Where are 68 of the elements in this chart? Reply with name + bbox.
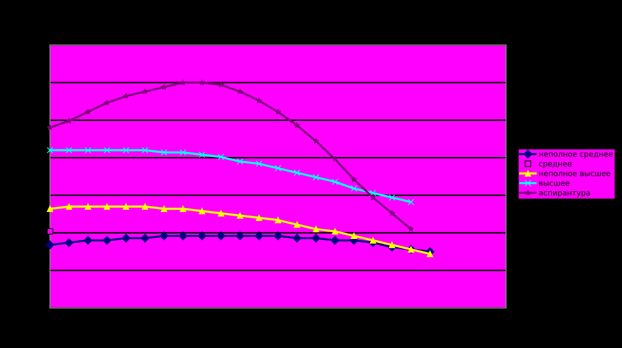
point xyxy=(142,147,148,154)
point xyxy=(160,149,168,156)
point xyxy=(370,237,376,244)
point xyxy=(46,228,54,235)
point xyxy=(388,242,396,248)
point xyxy=(256,214,262,222)
point xyxy=(66,203,72,210)
point xyxy=(84,147,92,154)
point xyxy=(312,174,320,180)
point xyxy=(64,238,74,247)
point xyxy=(370,190,376,196)
point xyxy=(292,234,302,242)
point xyxy=(236,212,244,219)
point xyxy=(180,149,186,156)
point xyxy=(426,250,434,258)
point xyxy=(332,228,338,235)
point xyxy=(84,203,92,210)
point xyxy=(122,234,130,242)
point xyxy=(256,160,262,167)
point xyxy=(46,206,54,212)
point xyxy=(140,234,150,242)
point xyxy=(254,232,264,240)
point xyxy=(274,108,282,115)
point xyxy=(294,170,300,176)
point xyxy=(312,234,320,242)
point xyxy=(312,226,320,232)
point xyxy=(178,232,188,240)
point xyxy=(236,158,244,165)
point xyxy=(294,122,300,128)
point xyxy=(198,232,206,240)
point xyxy=(350,232,358,240)
point xyxy=(104,203,110,210)
point xyxy=(312,138,320,144)
point xyxy=(236,232,244,240)
point xyxy=(218,210,224,217)
point xyxy=(330,236,340,245)
point xyxy=(294,221,300,228)
point xyxy=(102,236,112,245)
point xyxy=(216,232,226,240)
point xyxy=(198,152,206,158)
point xyxy=(274,165,282,172)
point xyxy=(370,194,376,200)
point xyxy=(104,147,110,154)
point xyxy=(180,206,186,212)
point xyxy=(46,147,54,154)
point xyxy=(274,216,282,224)
point xyxy=(388,194,396,201)
point xyxy=(388,210,396,216)
point xyxy=(350,185,358,192)
point xyxy=(408,198,414,206)
point xyxy=(142,203,148,210)
point xyxy=(350,176,358,182)
point xyxy=(198,79,206,86)
point xyxy=(84,236,92,245)
point xyxy=(198,208,206,214)
point xyxy=(66,147,72,154)
point xyxy=(160,232,168,240)
point xyxy=(160,206,168,212)
point xyxy=(332,156,338,162)
point xyxy=(218,154,224,160)
point xyxy=(122,147,130,154)
point xyxy=(408,226,414,232)
point xyxy=(332,178,338,185)
point xyxy=(122,203,130,210)
point xyxy=(274,232,282,240)
point xyxy=(46,240,54,250)
point xyxy=(256,97,262,104)
point xyxy=(180,79,186,86)
